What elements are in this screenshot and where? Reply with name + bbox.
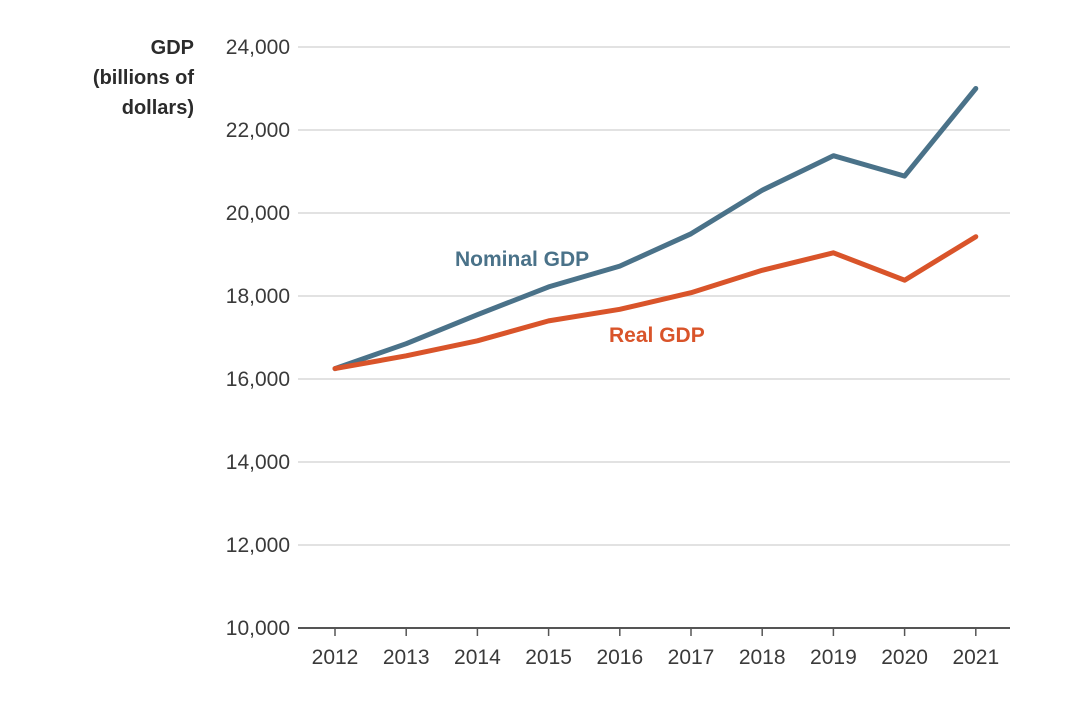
x-tick-label: 2020: [881, 646, 928, 669]
series-labels: Nominal GDP Real GDP: [455, 248, 705, 347]
y-tick-label: 24,000: [226, 36, 290, 59]
x-tick-label: 2015: [525, 646, 572, 669]
gridlines: [298, 46, 1010, 546]
y-tick-label: 12,000: [226, 534, 290, 557]
y-tick-label: 18,000: [226, 285, 290, 308]
series-line-nominal-gdp: [332, 86, 979, 372]
x-tick-label: 2012: [312, 646, 359, 669]
x-tick-label: 2014: [454, 646, 501, 669]
x-tick-label: 2019: [810, 646, 857, 669]
x-tick-label: 2013: [383, 646, 430, 669]
series-lines: [332, 86, 979, 372]
x-tick-label: 2016: [596, 646, 643, 669]
x-tick-label: 2021: [952, 646, 999, 669]
y-axis-title-line: GDP: [151, 37, 194, 59]
y-tick-label: 22,000: [226, 119, 290, 142]
series-label: Nominal GDP: [455, 248, 589, 271]
y-axis-ticks: 10,000 12,000 14,000 16,000 18,000 20,000 22,0…: [226, 36, 290, 640]
y-tick-label: 20,000: [226, 202, 290, 225]
y-tick-label: 10,000: [226, 617, 290, 640]
series-line-real-gdp: [332, 234, 979, 372]
x-tick-label: 2017: [668, 646, 715, 669]
y-tick-label: 14,000: [226, 451, 290, 474]
x-axis: 2012 2013 2014 2015 2016 2017 2018 2019 2020 2021: [298, 627, 1010, 669]
y-tick-label: 16,000: [226, 368, 290, 391]
y-axis-title: GDP (billions of dollars): [93, 37, 194, 119]
x-tick-label: 2018: [739, 646, 786, 669]
series-label: Real GDP: [609, 324, 705, 347]
y-axis-title-line: dollars): [122, 97, 194, 119]
y-axis-title-line: (billions of: [93, 67, 194, 89]
